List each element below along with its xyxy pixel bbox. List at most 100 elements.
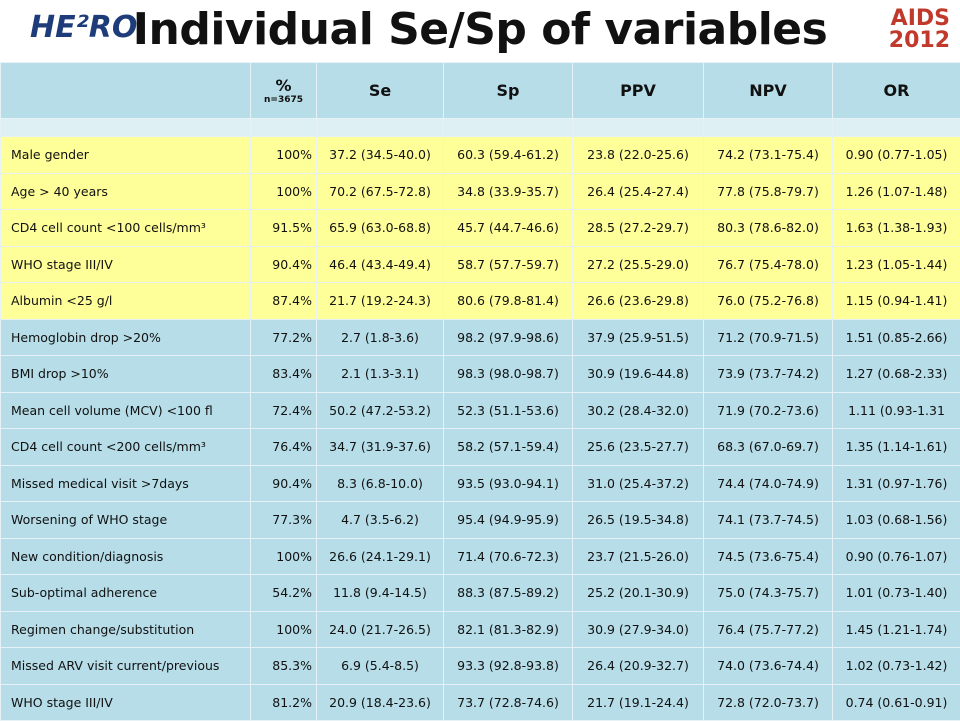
row-label: Regimen change/substitution — [1, 611, 251, 648]
header-cell: Se — [317, 63, 444, 119]
cell: 0.74 (0.61-0.91) — [833, 684, 960, 721]
cell: 74.5 (73.6-75.4) — [704, 538, 833, 575]
cell: 11.8 (9.4-14.5) — [317, 575, 444, 612]
cell: 100% — [251, 611, 317, 648]
cell: 1.27 (0.68-2.33) — [833, 356, 960, 393]
cell: 73.9 (73.7-74.2) — [704, 356, 833, 393]
cell: 76.4 (75.7-77.2) — [704, 611, 833, 648]
cell: 54.2% — [251, 575, 317, 612]
row-label: Age > 40 years — [1, 173, 251, 210]
row-label: Sub-optimal adherence — [1, 575, 251, 612]
column-header: NPV — [749, 81, 787, 100]
cell: 81.2% — [251, 684, 317, 721]
cell: 26.6 (23.6-29.8) — [573, 283, 704, 320]
cell: 8.3 (6.8-10.0) — [317, 465, 444, 502]
cell: 26.6 (24.1-29.1) — [317, 538, 444, 575]
cell: 24.0 (21.7-26.5) — [317, 611, 444, 648]
cell: 90.4% — [251, 465, 317, 502]
cell: 73.7 (72.8-74.6) — [444, 684, 573, 721]
cell: 26.5 (19.5-34.8) — [573, 502, 704, 539]
cell: 0.90 (0.77-1.05) — [833, 137, 960, 174]
cell: 93.5 (93.0-94.1) — [444, 465, 573, 502]
cell: 100% — [251, 173, 317, 210]
cell: 74.1 (73.7-74.5) — [704, 502, 833, 539]
cell: 91.5% — [251, 210, 317, 247]
cell: 26.4 (25.4-27.4) — [573, 173, 704, 210]
cell: 1.15 (0.94-1.41) — [833, 283, 960, 320]
cell: 50.2 (47.2-53.2) — [317, 392, 444, 429]
cell: 21.7 (19.2-24.3) — [317, 283, 444, 320]
cell: 65.9 (63.0-68.8) — [317, 210, 444, 247]
header-cell: Sp — [444, 63, 573, 119]
row-label: Hemoglobin drop >20% — [1, 319, 251, 356]
cell: 98.3 (98.0-98.7) — [444, 356, 573, 393]
cell: 58.7 (57.7-59.7) — [444, 246, 573, 283]
cell: 1.26 (1.07-1.48) — [833, 173, 960, 210]
column-header: Se — [369, 81, 391, 100]
cell: 30.9 (19.6-44.8) — [573, 356, 704, 393]
cell: 71.2 (70.9-71.5) — [704, 319, 833, 356]
cell: 83.4% — [251, 356, 317, 393]
cell: 90.4% — [251, 246, 317, 283]
cell: 1.23 (1.05-1.44) — [833, 246, 960, 283]
cell: 2.7 (1.8-3.6) — [317, 319, 444, 356]
row-label: Mean cell volume (MCV) <100 fl — [1, 392, 251, 429]
cell: 60.3 (59.4-61.2) — [444, 137, 573, 174]
column-header: % — [275, 76, 291, 95]
cell: 74.4 (74.0-74.9) — [704, 465, 833, 502]
cell: 1.45 (1.21-1.74) — [833, 611, 960, 648]
row-label: Albumin <25 g/l — [1, 283, 251, 320]
cell: 77.3% — [251, 502, 317, 539]
cell: 74.2 (73.1-75.4) — [704, 137, 833, 174]
cell: 74.0 (73.6-74.4) — [704, 648, 833, 685]
column-header: Sp — [497, 81, 520, 100]
header-cell: PPV — [573, 63, 704, 119]
cell: 30.2 (28.4-32.0) — [573, 392, 704, 429]
row-label: New condition/diagnosis — [1, 538, 251, 575]
cell: 1.31 (0.97-1.76) — [833, 465, 960, 502]
cell: 1.35 (1.14-1.61) — [833, 429, 960, 466]
cell: 71.9 (70.2-73.6) — [704, 392, 833, 429]
cell: 1.01 (0.73-1.40) — [833, 575, 960, 612]
cell: 34.8 (33.9-35.7) — [444, 173, 573, 210]
cell: 75.0 (74.3-75.7) — [704, 575, 833, 612]
cell: 37.9 (25.9-51.5) — [573, 319, 704, 356]
cell: 1.51 (0.85-2.66) — [833, 319, 960, 356]
cell: 77.2% — [251, 319, 317, 356]
cell: 27.2 (25.5-29.0) — [573, 246, 704, 283]
cell: 80.3 (78.6-82.0) — [704, 210, 833, 247]
column-header: PPV — [620, 81, 656, 100]
cell: 82.1 (81.3-82.9) — [444, 611, 573, 648]
title: Individual Se/Sp of variables — [0, 4, 960, 55]
header-row: %n=3675 Se Sp PPV NPV OR — [1, 63, 960, 119]
row-label: BMI drop >10% — [1, 356, 251, 393]
cell: 95.4 (94.9-95.9) — [444, 502, 573, 539]
cell: 25.2 (20.1-30.9) — [573, 575, 704, 612]
row-label: WHO stage III/IV — [1, 246, 251, 283]
cell: 58.2 (57.1-59.4) — [444, 429, 573, 466]
cell: 1.11 (0.93-1.31 — [833, 392, 960, 429]
column-header: OR — [884, 81, 910, 100]
header-cell: %n=3675 — [251, 63, 317, 119]
cell: 76.7 (75.4-78.0) — [704, 246, 833, 283]
header-cell — [1, 63, 251, 119]
spacer-row — [1, 119, 960, 137]
header-cell: NPV — [704, 63, 833, 119]
cell: 100% — [251, 137, 317, 174]
logo: AIDS 2012 — [850, 8, 950, 52]
cell: 70.2 (67.5-72.8) — [317, 173, 444, 210]
cell: 2.1 (1.3-3.1) — [317, 356, 444, 393]
cell: 30.9 (27.9-34.0) — [573, 611, 704, 648]
row-label: WHO stage III/IV — [1, 684, 251, 721]
